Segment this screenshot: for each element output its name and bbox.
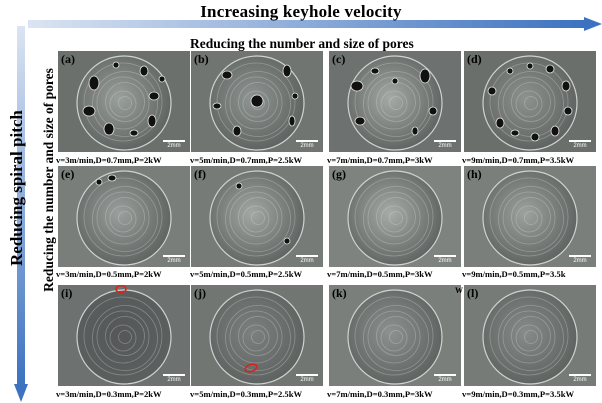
panel-label: (b)	[194, 52, 209, 66]
micrograph-panel: (k) 2mm	[329, 285, 461, 386]
panel-label: (a)	[61, 52, 75, 66]
panel-label: (h)	[467, 167, 482, 181]
scale-text: 2mm	[300, 377, 314, 383]
scale-bar: 2mm	[434, 374, 456, 383]
weld-cross-section	[209, 289, 305, 385]
panel-label: (l)	[467, 286, 479, 300]
panel-caption: v=9m/min,D=0.5mm,P=3.5k	[462, 269, 566, 279]
panel-caption: v=7m/min,D=0.7mm,P=3kW	[327, 155, 433, 165]
panel-caption: v=9m/min,D=0.3mm,P=3.5kW	[462, 389, 575, 399]
micrograph-panel: (j) 2mm	[191, 285, 323, 386]
scale-text: 2mm	[300, 258, 314, 264]
panel-label: (g)	[332, 167, 346, 181]
panel-label: (j)	[194, 286, 206, 300]
scale-text: 2mm	[167, 258, 181, 264]
left-subtitle-wrap: Reducing the number and size of pores	[41, 68, 56, 292]
velocity-arrow	[28, 17, 602, 31]
top-title: Increasing keyhole velocity	[200, 2, 402, 21]
panel-caption: v=9m/min,D=0.7mm,P=3.5kW	[462, 155, 575, 165]
scale-bar: 2mm	[296, 140, 318, 149]
left-subtitle: Reducing the number and size of pores	[41, 68, 56, 292]
panel-label: (i)	[61, 286, 73, 300]
panel-caption: v=5m/min,D=0.3mm,P=2.5kW	[190, 389, 303, 399]
scale-bar: 2mm	[296, 255, 318, 264]
scale-text: 2mm	[438, 258, 452, 264]
weld-cross-section	[76, 285, 172, 385]
scale-bar: 2mm	[434, 140, 456, 149]
micrograph-panel: (a) 2mm	[58, 51, 190, 152]
scale-text: 2mm	[438, 143, 452, 149]
micrograph-panel: (h) 2mm	[464, 166, 596, 267]
scale-bar: 2mm	[163, 255, 185, 264]
scale-text: 2mm	[300, 143, 314, 149]
weld-cross-section	[482, 289, 578, 385]
top-subtitle: Reducing the number and size of pores	[190, 36, 414, 51]
panel-label: (e)	[61, 167, 75, 181]
panel-caption: v=7m/min,D=0.5mm,P=3kW	[327, 269, 433, 279]
panel-label: (f)	[194, 167, 206, 181]
weld-cross-section	[347, 170, 443, 266]
weld-cross-section	[76, 55, 172, 151]
panel-label: (c)	[332, 52, 346, 66]
scale-text: 2mm	[573, 258, 587, 264]
scale-bar: 2mm	[296, 374, 318, 383]
weld-cross-section	[347, 289, 443, 385]
scale-bar: 2mm	[163, 374, 185, 383]
micrograph-panel: (c) 2mm	[329, 51, 461, 152]
micrograph-panel: (d) 2mm	[464, 51, 596, 152]
panel-caption: v=5m/min,D=0.7mm,P=2.5kW	[190, 155, 303, 165]
stray-mark: W	[455, 286, 463, 295]
weld-cross-section	[347, 55, 443, 151]
weld-cross-section	[76, 170, 172, 266]
scale-text: 2mm	[438, 377, 452, 383]
weld-cross-section	[209, 170, 305, 266]
scale-text: 2mm	[573, 377, 587, 383]
scale-bar: 2mm	[569, 255, 591, 264]
micrograph-panel: (f) 2mm	[191, 166, 323, 267]
panel-label: (d)	[467, 52, 482, 66]
scale-bar: 2mm	[569, 140, 591, 149]
micrograph-panel: (b) 2mm	[191, 51, 323, 152]
scale-bar: 2mm	[569, 374, 591, 383]
micrograph-panel: (g) 2mm	[329, 166, 461, 267]
panel-caption: v=5m/min,D=0.5mm,P=2.5kW	[190, 269, 303, 279]
weld-cross-section	[482, 170, 578, 266]
scale-bar: 2mm	[434, 255, 456, 264]
weld-cross-section	[482, 55, 578, 151]
spiral-pitch-arrow	[14, 26, 28, 402]
panel-caption: v=3m/min,D=0.3mm,P=2kW	[56, 389, 162, 399]
micrograph-panel: (l) 2mm	[464, 285, 596, 386]
panel-caption: v=7m/min,D=0.3mm,P=3kW	[327, 389, 433, 399]
scale-bar: 2mm	[163, 140, 185, 149]
scale-text: 2mm	[573, 143, 587, 149]
micrograph-panel: (i) 2mm	[58, 285, 190, 386]
scale-text: 2mm	[167, 143, 181, 149]
scale-text: 2mm	[167, 377, 181, 383]
panel-caption: v=3m/min,D=0.5mm,P=2kW	[56, 269, 162, 279]
weld-cross-section	[209, 55, 305, 151]
left-title: Reducing spiral pitch	[7, 110, 26, 266]
panel-caption: v=3m/min,D=0.7mm,P=2kW	[56, 155, 162, 165]
panel-label: (k)	[332, 286, 347, 300]
micrograph-panel: (e) 2mm	[58, 166, 190, 267]
